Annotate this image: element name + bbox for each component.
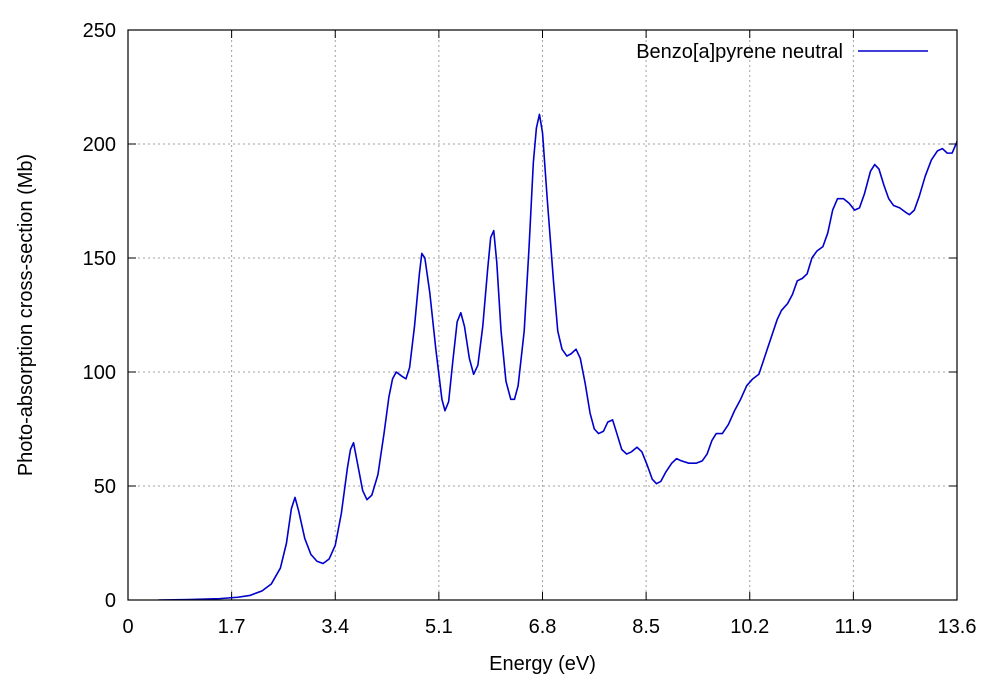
x-tick-label: 13.6 bbox=[938, 616, 977, 638]
x-tick-label: 10.2 bbox=[730, 616, 769, 638]
y-tick-label: 50 bbox=[94, 476, 116, 498]
series-layer bbox=[158, 113, 957, 600]
plot-frame bbox=[127, 29, 958, 601]
x-axis-title: Energy (eV) bbox=[489, 653, 596, 675]
x-tick-label: 0 bbox=[122, 616, 133, 638]
x-tick-label: 8.5 bbox=[632, 616, 660, 638]
y-axis-title: Photo-absorption cross-section (Mb) bbox=[15, 154, 37, 476]
x-tick-label: 5.1 bbox=[425, 616, 453, 638]
x-tick-label: 11.9 bbox=[835, 616, 872, 638]
y-tick-label: 250 bbox=[83, 20, 116, 42]
y-tick-label: 200 bbox=[83, 134, 116, 156]
x-tick-label: 3.4 bbox=[321, 616, 349, 638]
grid-layer bbox=[128, 30, 957, 600]
y-tick-label: 100 bbox=[83, 362, 116, 384]
series-line-0 bbox=[158, 113, 957, 600]
y-tick-label: 0 bbox=[105, 590, 116, 612]
legend-label: Benzo[a]pyrene neutral bbox=[636, 41, 843, 63]
tick-label-layer: 0 1.7 3.4 5.1 6.8 8.5 10.2 11.9 13.6 0 50 100 150 200… bbox=[83, 20, 977, 638]
legend: Benzo[a]pyrene neutral bbox=[636, 41, 928, 63]
x-tick-label: 6.8 bbox=[529, 616, 557, 638]
x-tick-label: 1.7 bbox=[218, 616, 246, 638]
y-tick-label: 150 bbox=[83, 248, 116, 270]
